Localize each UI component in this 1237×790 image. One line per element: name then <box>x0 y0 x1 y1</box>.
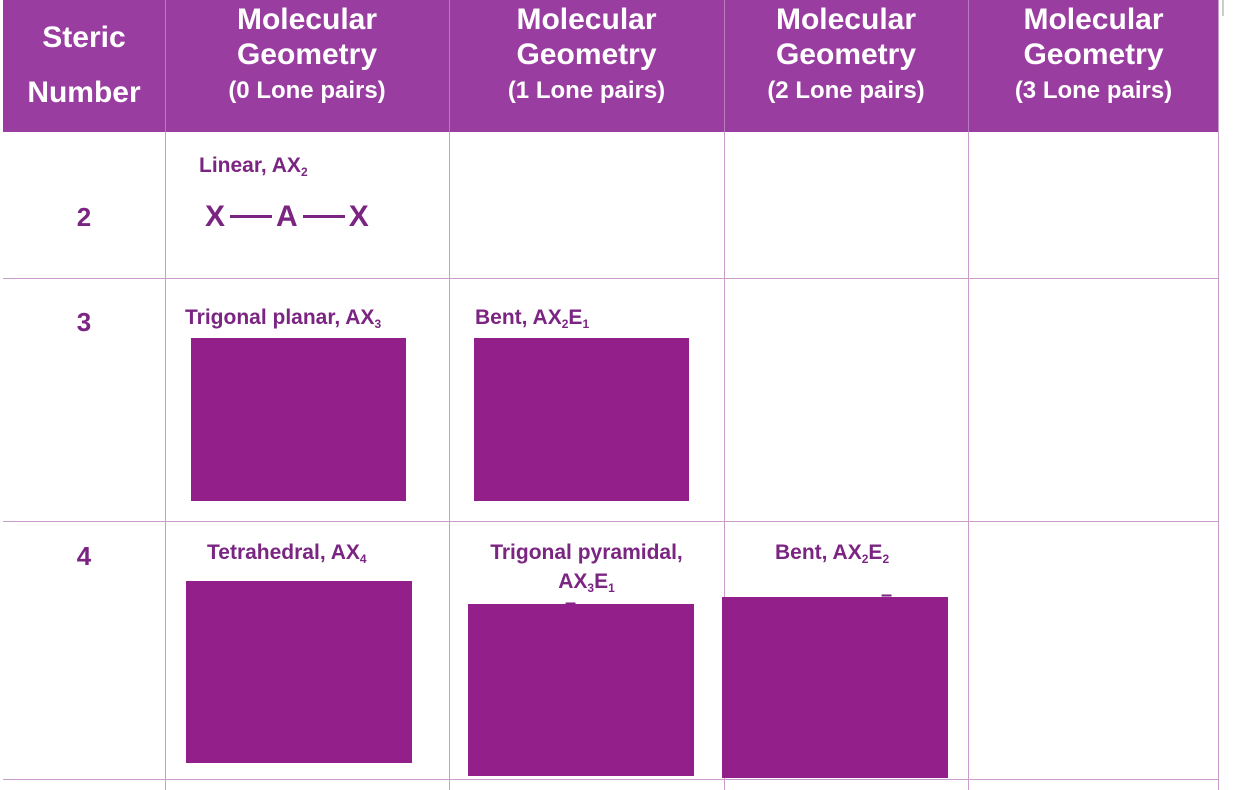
label-subscript: 2 <box>561 317 569 331</box>
grid-line <box>3 521 1219 522</box>
label-text: Bent, AX <box>475 306 562 329</box>
label-subscript: 2 <box>882 552 890 566</box>
header-divider <box>724 0 725 132</box>
label-subscript: 2 <box>861 552 869 566</box>
geometry-label-trigonal-pyramidal: Trigonal pyramidal, <box>449 541 724 565</box>
single-bond <box>230 214 273 218</box>
geometry-label-linear: Linear, AX2 <box>199 154 308 179</box>
grid-line <box>449 0 450 790</box>
cutoff-text-fragment: ▂▂▂▂▂▂▂▂▂▂ <box>179 781 419 790</box>
atom-a-center: A <box>276 200 299 233</box>
header-divider <box>968 0 969 132</box>
header-col-line2: Geometry <box>775 38 917 71</box>
header-col-3-lone-pairs: Molecular Geometry (3 Lone pairs) <box>968 0 1219 132</box>
trigonal-planar-structure-image <box>191 338 406 501</box>
bent-ax2e1-structure-image <box>474 338 689 501</box>
grid-line <box>165 0 166 790</box>
header-col-line3: (2 Lone pairs) <box>767 77 925 104</box>
header-steric-line1: Steric <box>42 21 126 54</box>
label-subscript: 1 <box>608 581 615 595</box>
label-text: Tetrahedral, AX <box>207 541 360 564</box>
label-text: AX <box>558 570 588 593</box>
next-row-cutoff: ▂▂▂▂▂▂▂▂▂▂ <box>3 781 1219 790</box>
geometry-label-trigonal-planar: Trigonal planar, AX3 <box>185 306 381 331</box>
single-bond <box>302 214 345 218</box>
grid-line <box>3 779 1219 780</box>
steric-number-cell: 4 <box>76 541 92 571</box>
label-text: Bent, AX <box>775 541 862 564</box>
header-col-0-lone-pairs: Molecular Geometry (0 Lone pairs) <box>165 0 449 132</box>
label-subscript: 1 <box>582 317 590 331</box>
header-divider <box>449 0 450 132</box>
label-subscript: 3 <box>374 317 382 331</box>
label-lone-pair-symbol: E <box>868 541 883 564</box>
trigonal-pyramidal-structure-image <box>468 604 694 776</box>
label-lone-pair-symbol: E <box>568 306 583 329</box>
header-col-line1: Molecular <box>1023 3 1164 36</box>
window-edge <box>1222 0 1224 16</box>
bent-ax2e2-structure-image <box>722 597 948 778</box>
header-col-line2: Geometry <box>516 38 657 71</box>
grid-line <box>3 278 1219 279</box>
grid-line <box>968 0 969 790</box>
label-text: Trigonal planar, AX <box>185 306 375 329</box>
header-steric-line2: Number <box>27 76 141 109</box>
lone-pair-marker-fragment: – <box>565 592 577 614</box>
header-col-line1: Molecular <box>236 3 378 36</box>
header-col-line2: Geometry <box>236 38 378 71</box>
header-col-line2: Geometry <box>1023 38 1164 71</box>
grid-line <box>1218 0 1219 790</box>
label-subscript: 4 <box>359 552 367 566</box>
label-subscript: 3 <box>587 581 595 595</box>
label-subscript: 2 <box>300 165 308 179</box>
geometry-label-bent-ax2e1: Bent, AX2E1 <box>475 306 589 331</box>
geometry-label-bent-ax2e2: Bent, AX2E2 <box>775 541 889 566</box>
label-text: Linear, AX <box>199 154 301 177</box>
header-divider <box>165 0 166 132</box>
header-col-2-lone-pairs: Molecular Geometry (2 Lone pairs) <box>724 0 968 132</box>
header-col-line1: Molecular <box>775 3 917 36</box>
geometry-label-trigonal-pyramidal-formula: AX3E1 <box>449 570 724 595</box>
lone-pair-marker-fragment: – <box>881 584 893 606</box>
atom-x-right: X <box>348 200 370 233</box>
atom-x-left: X <box>205 200 227 233</box>
label-text: Trigonal pyramidal, <box>490 541 683 564</box>
tetrahedral-structure-image <box>186 581 412 763</box>
steric-number-cell: 2 <box>76 202 92 232</box>
header-col-line3: (0 Lone pairs) <box>228 77 386 104</box>
label-lone-pair-symbol: E <box>594 570 609 593</box>
header-steric-number: Steric Number <box>3 0 165 132</box>
header-col-line1: Molecular <box>516 3 657 36</box>
header-col-line3: (1 Lone pairs) <box>507 77 666 104</box>
steric-number-cell: 3 <box>76 307 92 337</box>
geometry-label-tetrahedral: Tetrahedral, AX4 <box>207 541 367 566</box>
grid-line <box>724 0 725 790</box>
header-col-1-lone-pair: Molecular Geometry (1 Lone pairs) <box>449 0 724 132</box>
header-col-line3: (3 Lone pairs) <box>1014 77 1173 104</box>
vsepr-geometry-table: Steric Number Molecular Geometry (0 Lone… <box>3 0 1219 790</box>
